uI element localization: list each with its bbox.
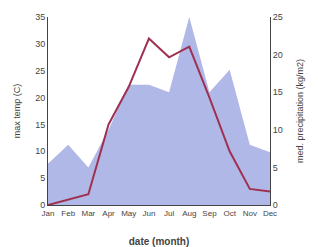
- svg-text:Sep: Sep: [202, 209, 217, 218]
- svg-text:30: 30: [35, 39, 45, 49]
- svg-text:Jul: Jul: [164, 209, 174, 218]
- svg-text:15: 15: [35, 120, 45, 130]
- svg-text:5: 5: [40, 173, 45, 183]
- svg-text:10: 10: [35, 146, 45, 156]
- svg-text:Jan: Jan: [42, 209, 55, 218]
- svg-text:Jun: Jun: [142, 209, 155, 218]
- svg-text:date (month): date (month): [129, 236, 190, 247]
- svg-text:Feb: Feb: [61, 209, 75, 218]
- svg-text:20: 20: [273, 50, 283, 60]
- svg-text:25: 25: [273, 12, 283, 22]
- svg-text:Oct: Oct: [223, 209, 236, 218]
- svg-text:0: 0: [40, 200, 45, 210]
- svg-text:med. precipitation (kg/m2): med. precipitation (kg/m2): [295, 59, 305, 163]
- svg-text:Dec: Dec: [263, 209, 277, 218]
- svg-text:May: May: [121, 209, 136, 218]
- svg-text:Nov: Nov: [243, 209, 257, 218]
- svg-text:max temp (C): max temp (C): [12, 84, 22, 139]
- svg-text:0: 0: [273, 200, 278, 210]
- svg-text:25: 25: [35, 66, 45, 76]
- svg-text:10: 10: [273, 125, 283, 135]
- svg-text:Apr: Apr: [102, 209, 115, 218]
- svg-text:Aug: Aug: [182, 209, 196, 218]
- svg-text:5: 5: [273, 163, 278, 173]
- svg-text:15: 15: [273, 87, 283, 97]
- svg-text:Mar: Mar: [81, 209, 95, 218]
- svg-text:20: 20: [35, 93, 45, 103]
- svg-text:35: 35: [35, 12, 45, 22]
